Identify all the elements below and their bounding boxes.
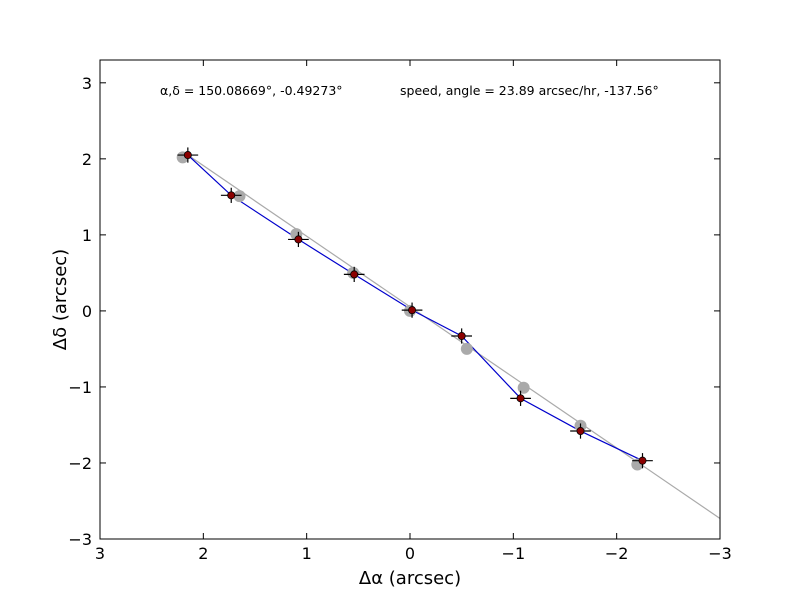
x-tick-label: 1 [302, 544, 312, 563]
y-tick-label: −1 [68, 378, 92, 397]
observed-point [183, 151, 192, 160]
x-tick-label: −3 [708, 544, 732, 563]
observed-point [516, 394, 525, 403]
y-tick-label: −3 [68, 530, 92, 549]
y-axis-label: Δδ (arcsec) [50, 249, 71, 350]
y-tick-label: −2 [68, 454, 92, 473]
x-tick-label: 0 [405, 544, 415, 563]
x-tick-label: 3 [95, 544, 105, 563]
y-tick-label: 2 [82, 150, 92, 169]
predicted-point [460, 342, 473, 355]
x-tick-label: −1 [502, 544, 526, 563]
y-tick-label: 3 [82, 74, 92, 93]
x-tick-label: 2 [198, 544, 208, 563]
predicted-point [233, 190, 246, 203]
fit-line [187, 154, 720, 519]
observed-point [350, 270, 359, 279]
predicted-point [517, 381, 530, 394]
observed-point [457, 331, 466, 340]
x-axis-label: Δα (arcsec) [359, 568, 461, 589]
motion-annotation: speed, angle = 23.89 arcsec/hr, -137.56° [400, 83, 659, 98]
observed-point [576, 427, 585, 436]
red-markers-layer [183, 151, 647, 465]
x-tick-label: −2 [605, 544, 629, 563]
plot-frame [99, 59, 721, 540]
observed-point [294, 235, 303, 244]
observed-point [638, 456, 647, 465]
position-annotation: α,δ = 150.08669°, -0.49273° [160, 83, 343, 98]
y-tick-label: 1 [82, 226, 92, 245]
observed-point [227, 191, 236, 200]
observed-point [408, 306, 417, 315]
y-tick-label: 0 [82, 302, 92, 321]
